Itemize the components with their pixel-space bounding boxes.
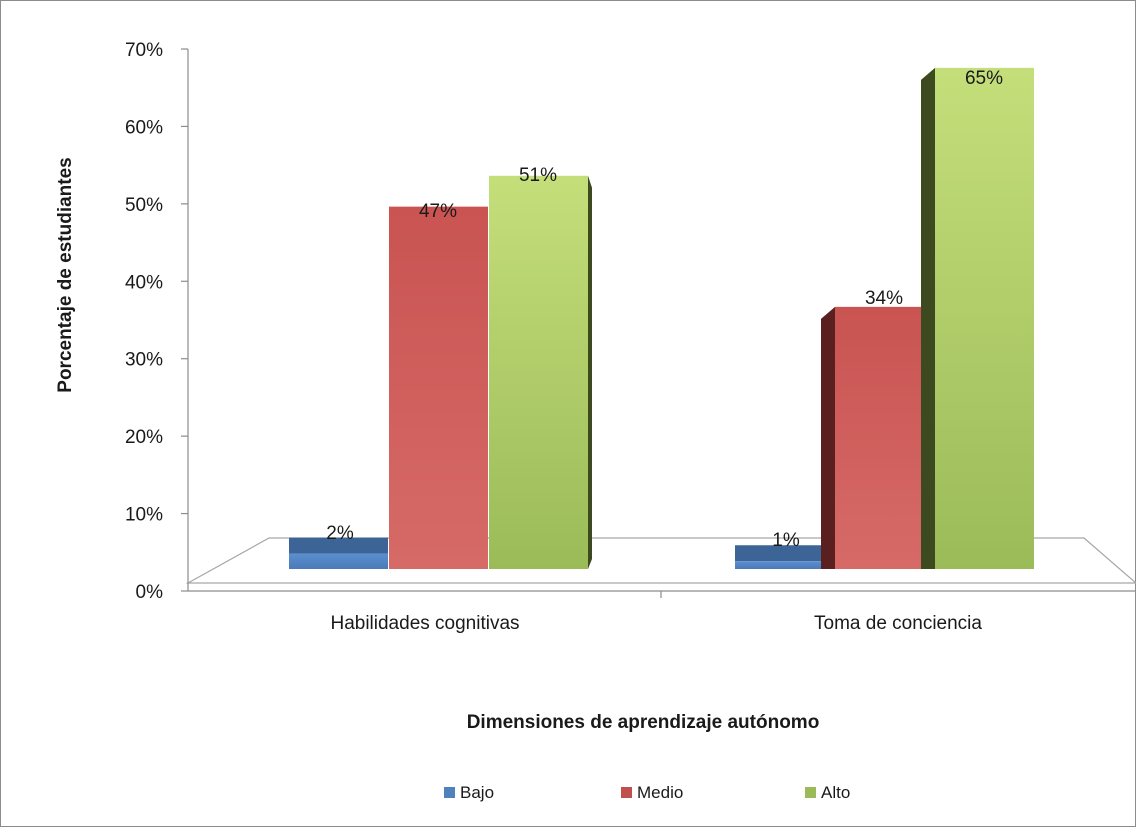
legend-swatch	[444, 787, 455, 798]
x-category-label: Habilidades cognitivas	[330, 613, 519, 634]
y-axis-title: Porcentaje de estudiantes	[55, 157, 76, 392]
bar-medio	[389, 206, 488, 569]
x-axis-categories: Habilidades cognitivas Toma de conciencia	[330, 591, 1136, 634]
data-label: 65%	[965, 68, 1003, 89]
bar-alto	[921, 67, 1034, 569]
legend-item-alto: Alto	[805, 783, 850, 802]
y-tick-label: 10%	[125, 505, 163, 526]
y-tick-label: 40%	[125, 272, 163, 293]
bar-front-face	[835, 306, 934, 569]
legend-label: Alto	[821, 783, 850, 802]
y-axis-ticks: 0% 10% 20% 30% 40% 50% 60% 70%	[125, 40, 188, 603]
data-labels: 2% 47% 51% 1% 34% 65%	[326, 68, 1003, 551]
y-tick-label: 30%	[125, 350, 163, 371]
bar-side-face	[921, 67, 935, 569]
bar-bajo	[735, 545, 834, 569]
bar-front-face	[389, 206, 488, 569]
legend-swatch	[805, 787, 816, 798]
legend-swatch	[621, 787, 632, 798]
bar-bajo	[289, 537, 388, 569]
data-label: 1%	[772, 530, 800, 551]
bar-side-face	[588, 175, 592, 570]
bar-medio	[821, 306, 934, 569]
bar-front-face	[489, 175, 588, 570]
bar-top-face	[735, 545, 834, 562]
y-tick-label: 70%	[125, 40, 163, 61]
y-tick-label: 50%	[125, 195, 163, 216]
data-label: 2%	[326, 523, 354, 544]
bar-series	[289, 67, 1034, 570]
bar-top-face	[289, 537, 388, 554]
y-tick-label: 60%	[125, 117, 163, 138]
legend-item-medio: Medio	[621, 783, 683, 802]
bar-front-face	[735, 561, 834, 569]
x-category-label: Toma de conciencia	[814, 613, 982, 634]
x-axis-title: Dimensiones de aprendizaje autónomo	[467, 712, 820, 733]
bar-alto	[489, 175, 592, 570]
bar-front-face	[935, 67, 1034, 569]
y-tick-label: 0%	[136, 582, 164, 603]
data-label: 51%	[519, 165, 557, 186]
legend-label: Medio	[637, 783, 683, 802]
legend: Bajo Medio Alto	[444, 783, 850, 802]
data-label: 34%	[865, 288, 903, 309]
legend-item-bajo: Bajo	[444, 783, 494, 802]
legend-label: Bajo	[460, 783, 494, 802]
bar-side-face	[821, 306, 835, 569]
y-tick-label: 20%	[125, 427, 163, 448]
bar-front-face	[289, 553, 388, 569]
data-label: 47%	[419, 201, 457, 222]
